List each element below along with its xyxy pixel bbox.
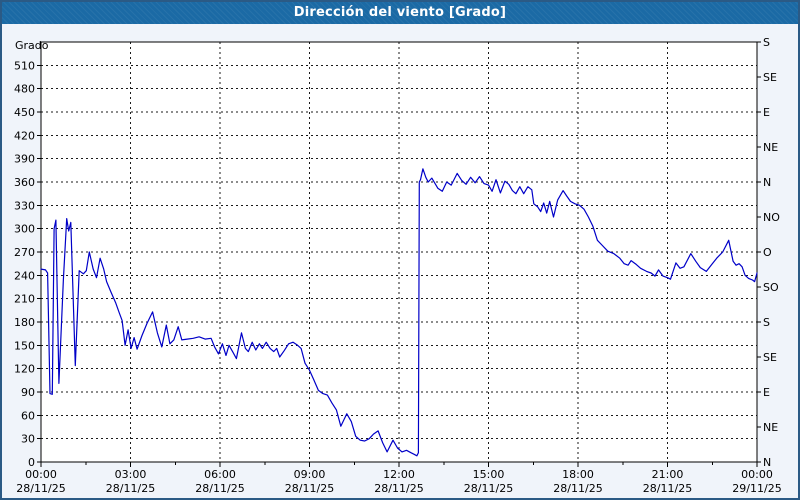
- y-axis-label: 390: [14, 153, 35, 166]
- compass-axis-label: SO: [763, 281, 779, 294]
- y-axis-label: 450: [14, 106, 35, 119]
- compass-axis-label: E: [763, 106, 770, 119]
- compass-axis-label: S: [763, 36, 770, 49]
- y-axis-label: 180: [14, 316, 35, 329]
- y-axis-label: 300: [14, 223, 35, 236]
- x-axis-date-label: 28/11/25: [643, 482, 692, 495]
- y-axis-label: 360: [14, 176, 35, 189]
- x-axis-time-label: 00:00: [741, 468, 773, 481]
- compass-axis-label: NE: [763, 141, 778, 154]
- y-axis-label: 120: [14, 363, 35, 376]
- compass-axis-label: SE: [763, 351, 777, 364]
- compass-axis-label: O: [763, 246, 772, 259]
- x-axis-time-label: 15:00: [473, 468, 505, 481]
- y-axis-title: Grado: [15, 39, 49, 52]
- y-axis-label: 0: [28, 456, 35, 469]
- y-axis-label: 60: [21, 409, 35, 422]
- compass-axis-label: N: [763, 176, 771, 189]
- y-axis-label: 510: [14, 59, 35, 72]
- compass-axis-label: S: [763, 316, 770, 329]
- x-axis-date-label: 29/11/25: [732, 482, 781, 495]
- x-axis-time-label: 00:00: [25, 468, 57, 481]
- x-axis-time-label: 12:00: [383, 468, 415, 481]
- x-axis-date-label: 28/11/25: [285, 482, 334, 495]
- y-axis-label: 270: [14, 246, 35, 259]
- compass-axis-label: SE: [763, 71, 777, 84]
- y-axis-label: 420: [14, 129, 35, 142]
- y-axis-label: 30: [21, 433, 35, 446]
- compass-axis-label: N: [763, 456, 771, 469]
- y-axis-label: 240: [14, 269, 35, 282]
- x-axis-date-label: 28/11/25: [195, 482, 244, 495]
- y-axis-label: 210: [14, 293, 35, 306]
- x-axis-date-label: 28/11/25: [553, 482, 602, 495]
- wind-direction-line: [40, 168, 758, 457]
- chart-title: Dirección del viento [Grado]: [293, 5, 507, 20]
- y-axis-label: 480: [14, 83, 35, 96]
- y-axis-label: 330: [14, 199, 35, 212]
- compass-axis-label: NO: [763, 211, 780, 224]
- x-axis-time-label: 06:00: [204, 468, 236, 481]
- compass-axis-label: NE: [763, 421, 778, 434]
- y-axis-label: 90: [21, 386, 35, 399]
- x-axis-date-label: 28/11/25: [374, 482, 423, 495]
- x-axis-date-label: 28/11/25: [464, 482, 513, 495]
- y-axis-label: 150: [14, 339, 35, 352]
- title-bar: Dirección del viento [Grado]: [2, 2, 798, 24]
- x-axis-time-label: 18:00: [562, 468, 594, 481]
- x-axis-time-label: 09:00: [294, 468, 326, 481]
- x-axis-time-label: 03:00: [115, 468, 147, 481]
- x-axis-date-label: 28/11/25: [106, 482, 155, 495]
- x-axis-date-label: 28/11/25: [16, 482, 65, 495]
- compass-axis-label: E: [763, 386, 770, 399]
- x-axis-time-label: 21:00: [652, 468, 684, 481]
